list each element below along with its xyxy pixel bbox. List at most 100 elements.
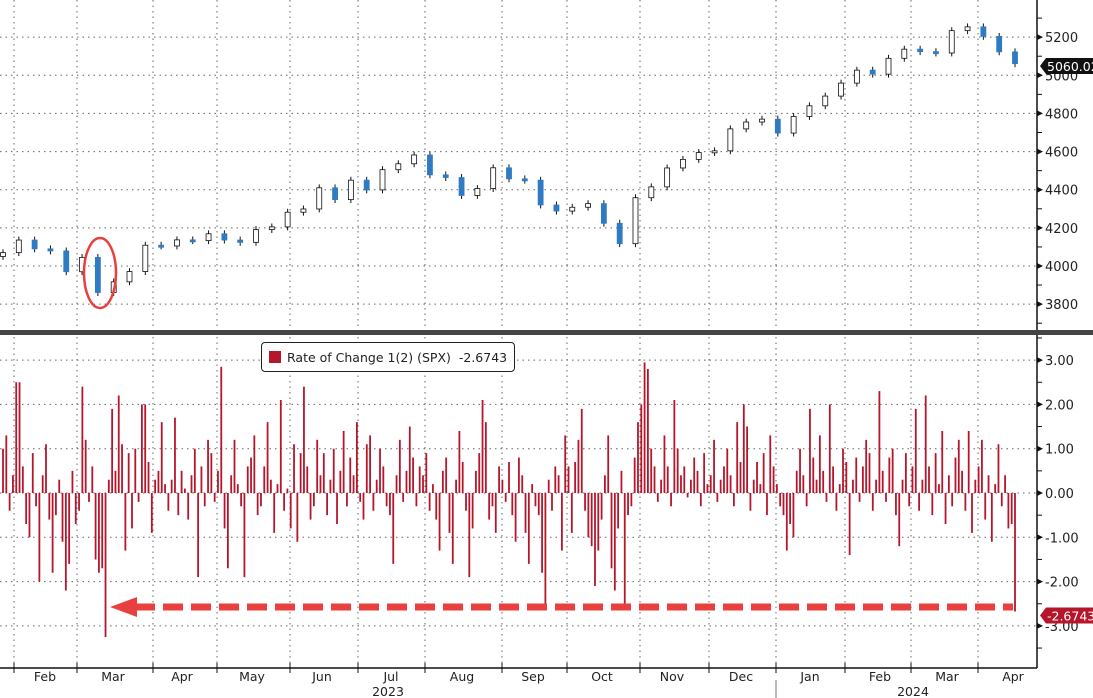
price-candle [237, 239, 244, 243]
price-candle [806, 105, 813, 117]
price-candle [917, 48, 924, 53]
price-candle [838, 82, 844, 97]
price-candle [869, 69, 876, 75]
price-candle [569, 206, 576, 212]
price-candle [632, 197, 639, 245]
last-roc-badge [1040, 607, 1093, 624]
price-candle [648, 186, 655, 199]
tick-marker [1037, 445, 1043, 452]
price-candle [142, 244, 149, 272]
price-candle [948, 30, 955, 54]
price-candle [284, 211, 291, 228]
price-candle [695, 152, 702, 160]
price-candle [442, 174, 449, 178]
price-tick-label: 5200 [1045, 31, 1078, 46]
year-label: 2024 [897, 684, 929, 698]
tick-marker [1037, 186, 1043, 193]
price-candle [332, 187, 338, 201]
tick-marker [1037, 401, 1043, 408]
price-candle [537, 179, 544, 206]
roc-tick-label: -1.00 [1045, 531, 1079, 546]
price-candle [0, 252, 6, 257]
price-candle [63, 250, 70, 273]
price-candle [268, 226, 275, 230]
tick-marker [1037, 148, 1043, 155]
month-label: Oct [591, 669, 613, 684]
price-tick-label: 3800 [1045, 298, 1078, 313]
price-candle [363, 179, 370, 191]
roc-tick-label: -3.00 [1045, 620, 1079, 635]
price-candle [221, 233, 228, 241]
month-label: Apr [171, 669, 193, 684]
price-tick-label: 4000 [1045, 260, 1078, 275]
price-tick-label: 4800 [1045, 107, 1078, 122]
price-candle [727, 128, 734, 152]
price-candle [996, 35, 1003, 53]
tick-marker [1037, 34, 1043, 41]
price-candle [901, 48, 908, 59]
price-candle [822, 95, 829, 107]
price-candle [253, 229, 259, 243]
price-candle [664, 167, 671, 188]
price-candle [395, 163, 402, 171]
month-label: Feb [869, 669, 891, 684]
legend-gap [451, 350, 459, 365]
month-label: Dec [729, 669, 753, 684]
price-candle [506, 167, 512, 180]
price-candle [189, 239, 196, 243]
month-label: May [239, 669, 265, 684]
price-candle [205, 233, 212, 242]
month-label: Apr [1002, 669, 1024, 684]
tick-marker [1037, 622, 1043, 629]
price-candle [790, 116, 797, 134]
price-candle [490, 167, 497, 189]
price-candle [964, 26, 971, 32]
price-candle [126, 271, 133, 283]
month-label: Jun [311, 669, 332, 684]
price-tick-label: 4200 [1045, 222, 1078, 237]
panel-divider [0, 330, 1093, 335]
price-candle [933, 51, 939, 55]
price-candle [980, 26, 987, 37]
price-candle [885, 57, 892, 75]
price-candle [15, 239, 22, 254]
price-candle [174, 239, 180, 247]
roc-tick-label: 1.00 [1045, 443, 1074, 458]
price-candle [680, 158, 686, 169]
legend-label: Rate of Change 1(2) (SPX) [287, 349, 451, 365]
price-candle [474, 188, 481, 196]
tick-marker [1037, 224, 1043, 231]
legend-swatch [269, 351, 281, 363]
tick-marker [1037, 578, 1043, 585]
roc-legend: Rate of Change 1(2) (SPX) -2.6743 [261, 342, 516, 372]
month-label: Feb [34, 669, 56, 684]
price-candle [1012, 51, 1018, 65]
price-candle [379, 169, 386, 191]
month-label: Aug [450, 669, 474, 684]
legend-value: -2.6743 [458, 349, 508, 365]
price-candle [458, 177, 465, 196]
tick-marker [1037, 301, 1043, 308]
price-candle [600, 203, 607, 224]
price-tick-label: 4600 [1045, 146, 1078, 161]
tick-marker [1037, 490, 1043, 496]
month-label: Mar [935, 669, 959, 684]
arrow-head-icon [110, 597, 137, 617]
tick-marker [1037, 110, 1043, 117]
month-label: Sep [521, 669, 545, 684]
price-candle [31, 239, 38, 250]
price-candle [411, 154, 418, 165]
price-candle [711, 150, 718, 154]
price-candle [616, 222, 623, 245]
roc-tick-label: -2.00 [1045, 576, 1079, 591]
year-label: 2023 [372, 684, 404, 698]
price-candle [585, 203, 591, 208]
last-price-value: 5060.02 [1047, 59, 1093, 74]
price-candle [427, 154, 433, 176]
tick-marker [1037, 534, 1043, 541]
price-candle [774, 118, 781, 134]
price-tick-label: 4400 [1045, 184, 1078, 199]
last-price-badge [1040, 58, 1093, 74]
price-candle [94, 257, 101, 293]
